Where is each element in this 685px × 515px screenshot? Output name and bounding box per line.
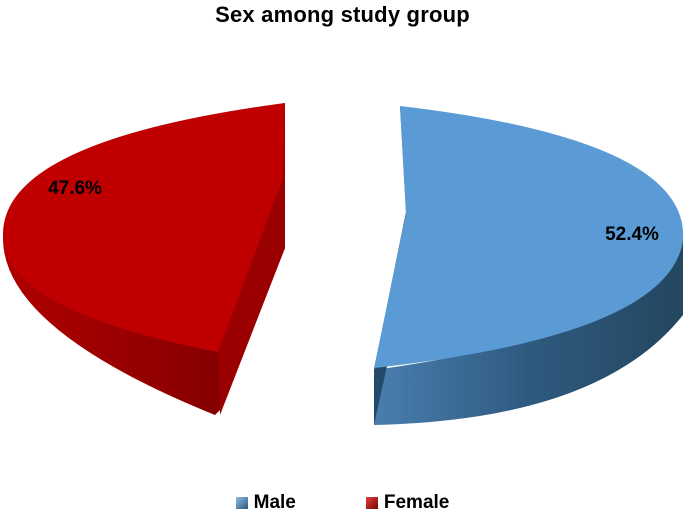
slice-male-top [374,106,684,368]
legend: Male Female [0,492,685,514]
legend-item-female: Female [365,492,450,514]
legend-swatch-male [235,497,248,509]
legend-swatch-female [365,497,378,509]
slice-female [2,103,285,415]
slice-male [374,106,684,425]
legend-label-male: Male [253,492,296,513]
slice-female-edge [218,103,285,415]
slice-label-male: 52.4% [605,224,659,245]
slice-label-female: 47.6% [48,178,102,199]
chart-title: Sex among study group [215,2,470,27]
legend-item-male: Male [235,492,296,514]
slice-female-top [2,103,285,352]
legend-label-female: Female [383,492,450,513]
slice-male-side [374,235,683,425]
